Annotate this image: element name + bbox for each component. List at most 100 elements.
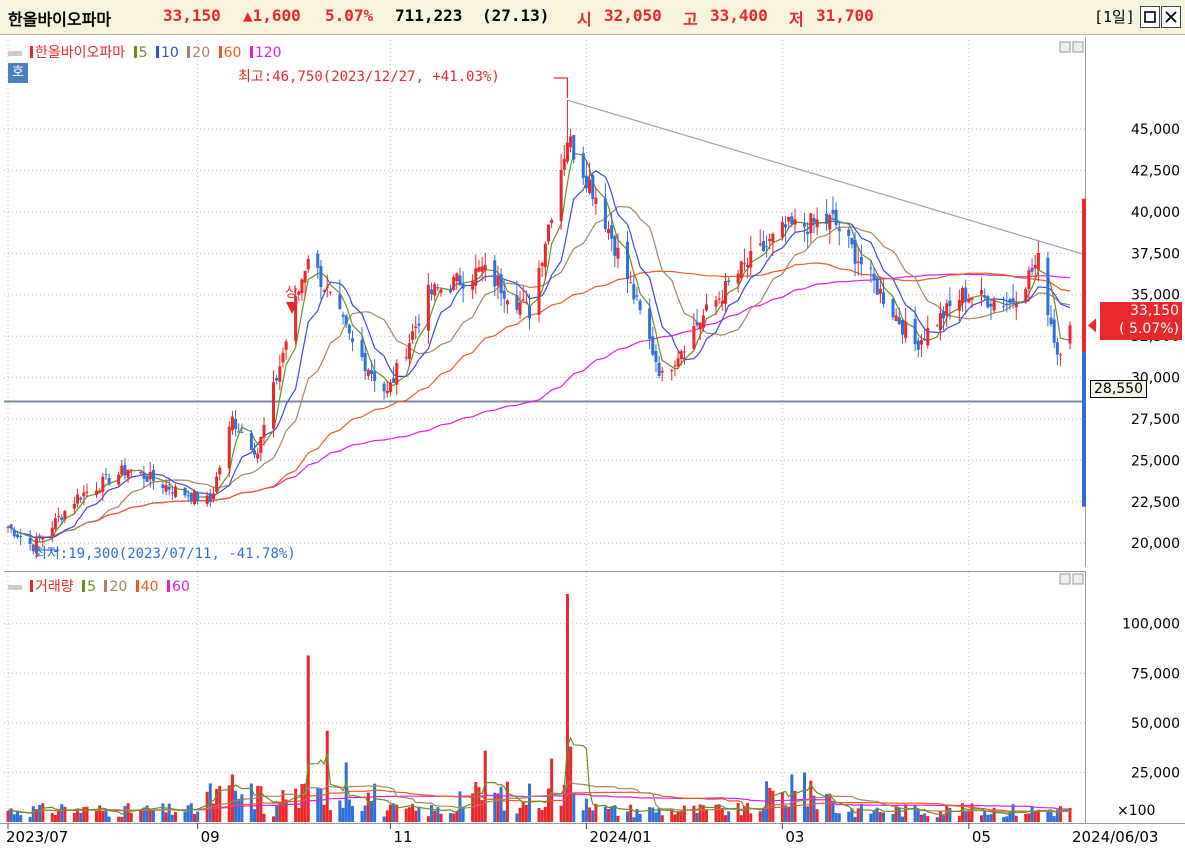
candle-body <box>515 295 519 310</box>
volume-bar <box>360 810 364 822</box>
candle-body <box>151 469 155 481</box>
volume-bar <box>174 812 178 822</box>
candle-body <box>1005 303 1009 305</box>
candle-body <box>882 292 886 304</box>
candle-body <box>385 390 389 394</box>
volume-bar <box>825 793 829 822</box>
quote-tag-button[interactable]: 호 <box>8 63 28 83</box>
legend-ma20: 20 <box>192 45 211 61</box>
candle-body <box>76 494 80 504</box>
candle-body <box>676 358 680 367</box>
volume-bar <box>629 804 633 822</box>
volume-bar <box>123 805 127 822</box>
candle-body <box>591 174 595 199</box>
volume-bar <box>41 803 45 822</box>
panel-close-icon <box>1072 41 1084 53</box>
candle-body <box>369 370 373 375</box>
volume-bar <box>837 813 841 822</box>
volume-bar <box>95 810 98 822</box>
restore-glyph <box>1144 11 1156 23</box>
candle-body <box>518 302 522 315</box>
volume-bar <box>72 813 76 822</box>
candle-body <box>594 197 598 205</box>
candle-body <box>919 339 923 345</box>
volume-bar <box>1002 817 1006 822</box>
low-label: 저 <box>789 10 804 29</box>
volume-bar <box>363 805 367 822</box>
candle-body <box>328 291 332 293</box>
volume-bar <box>60 804 64 822</box>
volume-bar <box>205 791 209 822</box>
volume-bar <box>980 815 983 822</box>
current-price: 33,150 <box>163 6 221 25</box>
candle-body <box>853 239 857 264</box>
candle-body <box>720 300 724 304</box>
candle-body <box>474 268 478 286</box>
volume-bar <box>1027 813 1031 822</box>
volume-bar <box>404 808 408 822</box>
volume-bar <box>192 814 196 822</box>
volume-bar <box>395 804 399 822</box>
candle-body <box>629 282 633 284</box>
volume-bar <box>919 814 923 822</box>
candle-body <box>964 287 968 302</box>
volume-bar <box>654 812 658 822</box>
candle-body <box>1059 354 1063 356</box>
x-tick-label: 09 <box>201 828 220 846</box>
legend-vma40: 40 <box>140 579 159 595</box>
volume-bar <box>521 801 525 822</box>
volume-bar <box>537 807 541 822</box>
volume-bar <box>869 813 873 822</box>
volume-bar <box>455 811 459 822</box>
volume-bar <box>1059 806 1063 822</box>
candle-body <box>961 288 965 304</box>
legend-marker-vma60 <box>167 580 171 592</box>
candle-body <box>215 476 219 492</box>
volume-chart: 25,000 50,000 75,000 100,000 <box>4 572 1180 822</box>
candle-body <box>9 524 13 529</box>
legend-ma60: 60 <box>223 45 242 61</box>
candle-body <box>471 281 475 290</box>
volume-bar <box>430 804 434 822</box>
volume-bar <box>79 812 83 822</box>
candle-body <box>388 382 392 393</box>
volume-panel-handle-icon[interactable] <box>8 584 22 590</box>
candle-body <box>142 472 146 479</box>
candle-body <box>648 308 652 339</box>
volume-bar <box>891 813 895 822</box>
candle-body <box>859 256 863 265</box>
volume-bar <box>935 817 939 822</box>
candle-body <box>651 336 655 355</box>
candle-body <box>679 351 683 359</box>
candle-body <box>765 246 769 248</box>
volume-bar <box>278 801 282 822</box>
candle-body <box>1055 342 1059 355</box>
restore-icon[interactable] <box>1140 6 1160 28</box>
volume-bar <box>145 805 149 822</box>
volume-bar <box>569 746 573 822</box>
candle-body <box>129 469 133 471</box>
panel-handle-icon[interactable] <box>8 50 22 56</box>
candle-body <box>850 237 854 245</box>
candle-body <box>1068 325 1072 344</box>
volume-bar <box>616 815 620 822</box>
volume-bar <box>701 805 705 822</box>
candle-body <box>616 247 620 259</box>
candle-body <box>196 492 200 501</box>
period-button[interactable]: [1일] <box>1094 8 1135 26</box>
volume-bar <box>594 803 598 822</box>
candle-body <box>992 300 996 311</box>
volume-bar <box>417 806 421 822</box>
candle-body <box>878 288 882 294</box>
volume-bar <box>148 809 152 822</box>
volume-bar <box>784 805 788 822</box>
max-pointer <box>553 77 569 99</box>
candle-body <box>521 299 525 301</box>
candle-body <box>208 493 212 503</box>
candle-body <box>205 495 209 504</box>
volume-bar <box>989 814 993 822</box>
volume-bar <box>765 781 769 822</box>
candle-body <box>790 216 794 225</box>
volume-bar <box>1008 810 1012 822</box>
close-icon[interactable] <box>1161 6 1181 28</box>
